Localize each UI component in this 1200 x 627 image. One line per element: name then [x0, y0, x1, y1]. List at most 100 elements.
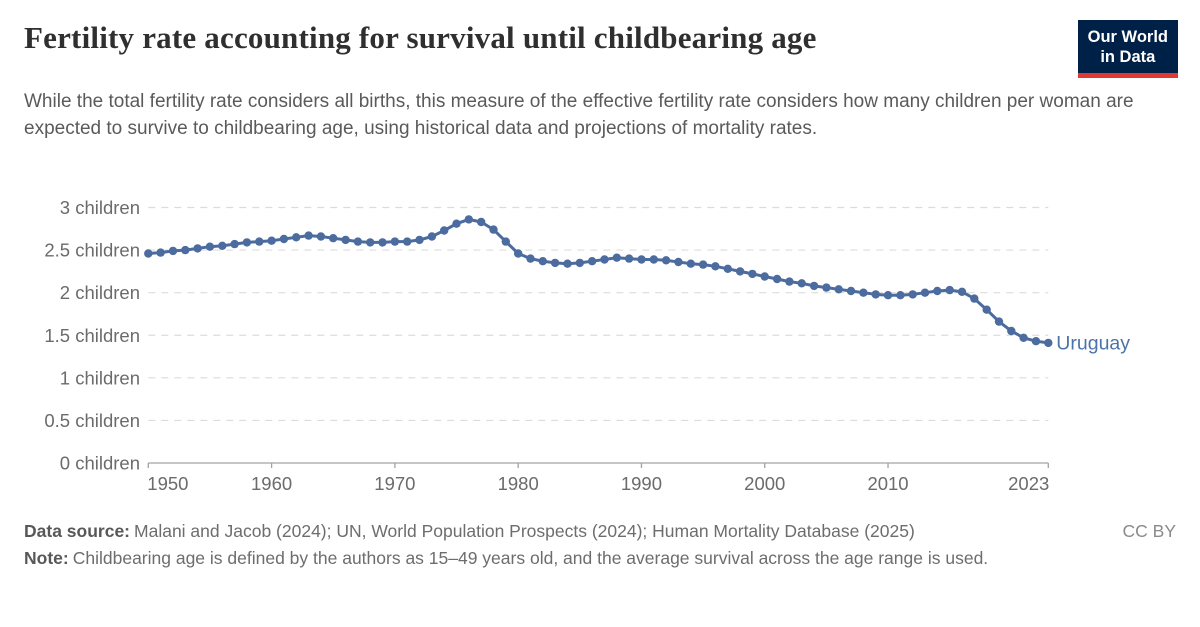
x-tick-label: 2010 — [867, 473, 908, 494]
data-point — [403, 237, 412, 246]
entity-label[interactable]: Uruguay — [1056, 332, 1130, 354]
data-source-line: Data source: Malani and Jacob (2024); UN,… — [24, 518, 915, 544]
data-point — [255, 237, 264, 246]
data-point — [230, 239, 239, 249]
data-point — [205, 242, 215, 251]
owid-logo-line1: Our World — [1087, 28, 1168, 46]
data-point — [156, 248, 165, 257]
data-point — [514, 249, 523, 258]
data-point — [760, 272, 769, 281]
note-text: Childbearing age is defined by the autho… — [72, 548, 989, 569]
chart-canvas[interactable]: 0 children 0.5 children 1 children 1.5 chil… — [0, 185, 1200, 503]
data-point — [785, 277, 794, 286]
note-line: Note: Childbearing age is defined by the … — [24, 545, 1122, 571]
data-point — [181, 245, 190, 255]
data-point — [1019, 333, 1028, 342]
data-point — [292, 233, 301, 242]
data-point — [772, 274, 782, 284]
data-point — [316, 232, 326, 241]
data-point — [452, 219, 461, 228]
data-point — [809, 281, 819, 291]
y-tick-label: 0.5 children — [44, 410, 140, 431]
x-tick-label: 1970 — [374, 473, 415, 494]
data-point — [735, 267, 745, 276]
chart-footer: Data source: Malani and Jacob (2024); UN,… — [24, 518, 1176, 572]
data-point — [649, 255, 658, 264]
data-point — [366, 238, 375, 247]
data-point — [341, 235, 350, 245]
data-point — [661, 256, 671, 265]
data-source-text: Malani and Jacob (2024); UN, World Popul… — [134, 521, 915, 541]
chart-subtitle: While the total fertility rate considers… — [24, 91, 1134, 140]
data-source-label: Data source: — [24, 521, 131, 541]
y-tick-label: 2.5 children — [44, 240, 140, 261]
data-point — [563, 259, 572, 268]
data-point — [390, 237, 400, 246]
data-point — [575, 258, 584, 268]
data-point — [748, 269, 757, 279]
y-tick-label: 0 children — [60, 453, 140, 474]
owid-logo[interactable]: Our World in Data — [1077, 20, 1178, 79]
y-tick-label: 3 children — [60, 197, 140, 218]
data-point — [674, 257, 683, 267]
data-point — [587, 257, 597, 266]
data-point — [477, 217, 486, 227]
data-point — [822, 283, 831, 292]
data-point — [440, 226, 449, 235]
x-tick-label: 1960 — [251, 473, 292, 494]
x-tick-label: 2000 — [744, 473, 785, 494]
data-point — [526, 254, 535, 263]
data-point — [711, 262, 720, 271]
data-point — [994, 317, 1004, 326]
data-point — [304, 231, 313, 240]
data-point — [896, 291, 905, 300]
data-point — [698, 260, 708, 269]
data-point — [1031, 337, 1041, 346]
data-point — [1044, 338, 1053, 348]
owid-logo-line2: in Data — [1100, 48, 1156, 67]
note-label: Note: — [24, 548, 69, 569]
data-point — [193, 244, 202, 253]
data-point — [378, 238, 387, 247]
data-point — [908, 290, 917, 299]
data-point — [637, 255, 646, 264]
data-point — [933, 286, 942, 296]
data-point — [945, 285, 954, 295]
data-point — [834, 285, 843, 294]
data-point — [242, 238, 252, 247]
data-point — [957, 287, 967, 296]
data-point — [538, 257, 547, 266]
y-tick-label: 1 children — [60, 367, 140, 388]
x-tick-label: 1950 — [147, 473, 188, 494]
data-point — [723, 264, 732, 273]
data-point — [329, 234, 338, 243]
page-title: Fertility rate accounting for survival u… — [24, 20, 817, 55]
license-link[interactable]: CC BY — [1122, 521, 1176, 541]
data-point — [144, 249, 153, 258]
data-point — [859, 288, 868, 297]
data-point — [846, 286, 856, 296]
data-point — [218, 241, 227, 250]
data-point — [970, 294, 979, 303]
x-tick-label: 2023 — [1008, 473, 1049, 494]
x-tick-label: 1990 — [621, 473, 662, 494]
data-point — [797, 279, 806, 288]
data-point — [1007, 326, 1016, 336]
data-point — [464, 215, 473, 224]
data-point — [427, 232, 437, 241]
data-point — [871, 290, 880, 299]
data-point — [415, 235, 424, 245]
data-point — [550, 258, 560, 268]
data-point — [920, 288, 930, 297]
data-point — [168, 246, 178, 256]
data-point — [501, 237, 510, 246]
data-point — [982, 305, 991, 314]
x-tick-label: 1980 — [498, 473, 539, 494]
data-point — [883, 291, 893, 300]
data-point — [267, 236, 276, 245]
data-point — [686, 259, 695, 268]
data-point — [600, 255, 609, 264]
data-point — [612, 253, 621, 262]
data-point — [353, 237, 363, 246]
